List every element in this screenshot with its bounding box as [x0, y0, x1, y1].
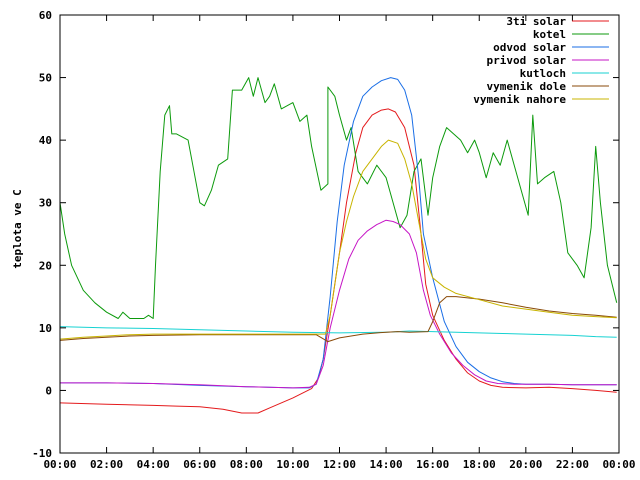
- x-tick-label: 04:00: [137, 458, 170, 471]
- x-tick-label: 00:00: [602, 458, 635, 471]
- y-tick-label: 10: [39, 322, 52, 335]
- legend-label: privod solar: [487, 54, 567, 67]
- series-line-1: [59, 77, 618, 319]
- series-line-5: [59, 296, 617, 343]
- legend-label: kutloch: [520, 67, 566, 80]
- y-tick-label: -10: [32, 447, 52, 460]
- series-layer: [59, 77, 618, 414]
- y-tick-label: 0: [45, 384, 52, 397]
- y-tick-label: 60: [39, 9, 52, 22]
- series-line-4: [59, 326, 617, 338]
- y-tick-label: 30: [39, 197, 52, 210]
- series-line-6: [59, 139, 617, 340]
- x-tick-label: 20:00: [509, 458, 542, 471]
- tick-layer: -10 0 10 20 30 40 50 60 00:00 02:00 04:00 06:00 08:0…: [32, 9, 635, 471]
- legend-label: 3ti solar: [506, 15, 566, 28]
- x-tick-label: 16:00: [416, 458, 449, 471]
- series-line-3: [60, 219, 617, 389]
- x-tick-label: 08:00: [230, 458, 263, 471]
- legend-label: vymenik dole: [487, 80, 567, 93]
- legend-label: kotel: [533, 28, 566, 41]
- x-tick-label: 02:00: [90, 458, 123, 471]
- legend-label: odvod solar: [493, 41, 566, 54]
- x-tick-label: 22:00: [556, 458, 589, 471]
- x-tick-label: 00:00: [43, 458, 76, 471]
- x-tick-label: 12:00: [323, 458, 356, 471]
- series-line-0: [59, 108, 617, 414]
- y-tick-label: 50: [39, 72, 52, 85]
- y-axis-label: teplota ve C: [11, 189, 24, 268]
- x-tick-label: 18:00: [463, 458, 496, 471]
- y-tick-label: 20: [39, 259, 52, 272]
- x-tick-label: 14:00: [370, 458, 403, 471]
- legend-label: vymenik nahore: [473, 93, 566, 106]
- y-tick-label: 40: [39, 134, 52, 147]
- x-tick-label: 10:00: [276, 458, 309, 471]
- x-tick-label: 06:00: [183, 458, 216, 471]
